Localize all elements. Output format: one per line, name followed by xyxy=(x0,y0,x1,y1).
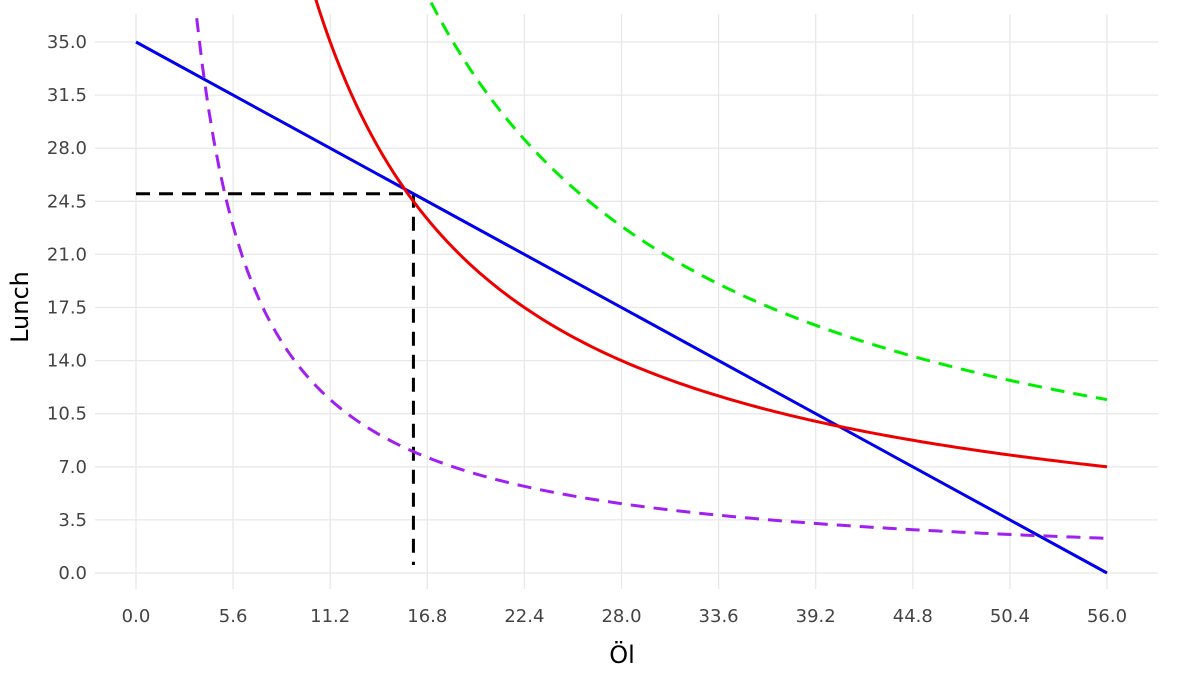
y-axis-ticks: 0.0 3.5 7.0 10.5 14.0 17.5 21.0 24.5 28.0 31.5 35.… xyxy=(47,32,87,584)
x-tick-label: 0.0 xyxy=(122,606,151,627)
x-tick-label: 50.4 xyxy=(990,606,1030,627)
y-tick-label: 17.5 xyxy=(47,298,87,319)
y-tick-label: 10.5 xyxy=(47,404,87,425)
x-tick-label: 56.0 xyxy=(1087,606,1127,627)
x-tick-label: 16.8 xyxy=(407,606,447,627)
budget-line xyxy=(135,40,1108,575)
y-tick-label: 7.0 xyxy=(58,457,87,478)
y-tick-label: 0.0 xyxy=(58,563,87,584)
x-axis-ticks: 0.0 5.6 11.2 16.8 22.4 28.0 33.6 39.2 44.8 50.4 56… xyxy=(122,606,1127,627)
y-tick-label: 14.0 xyxy=(47,351,87,372)
indifference-curve-higher xyxy=(428,0,1108,402)
chart-gridlines xyxy=(95,14,1158,589)
y-tick-label: 28.0 xyxy=(47,138,87,159)
chart-series xyxy=(135,0,1108,575)
y-tick-label: 3.5 xyxy=(58,510,87,531)
y-tick-label: 21.0 xyxy=(47,244,87,265)
x-tick-label: 39.2 xyxy=(796,606,836,627)
indifference-curve-lower xyxy=(195,17,1108,540)
y-axis-title: Lunch xyxy=(6,271,34,343)
x-tick-label: 11.2 xyxy=(310,606,350,627)
indifference-curve-optimal xyxy=(314,0,1108,469)
y-tick-label: 31.5 xyxy=(47,85,87,106)
x-tick-label: 28.0 xyxy=(601,606,641,627)
x-tick-label: 44.8 xyxy=(893,606,933,627)
y-tick-label: 35.0 xyxy=(47,32,87,53)
x-tick-label: 22.4 xyxy=(504,606,544,627)
x-axis-title: Öl xyxy=(609,640,635,669)
optimum-guides xyxy=(136,192,415,565)
x-tick-label: 33.6 xyxy=(699,606,739,627)
y-tick-label: 24.5 xyxy=(47,191,87,212)
x-tick-label: 5.6 xyxy=(219,606,248,627)
